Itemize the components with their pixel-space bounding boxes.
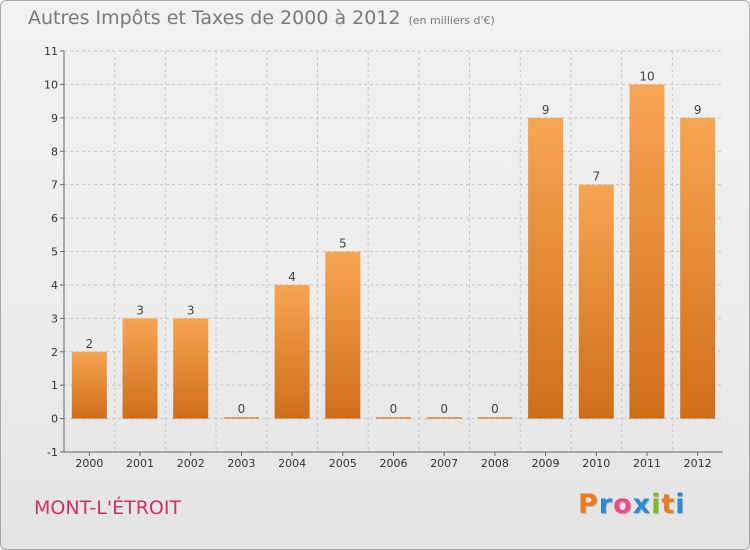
chart-title-text: Autres Impôts et Taxes de 2000 à 2012 xyxy=(28,7,401,29)
bar-2010 xyxy=(578,184,614,419)
logo-letter: i xyxy=(675,489,686,520)
grid-lines xyxy=(64,50,723,453)
x-tick-label: 2009 xyxy=(532,457,560,470)
y-tick-label: 6 xyxy=(51,212,58,225)
bar-2008 xyxy=(477,417,513,419)
logo-letter: i xyxy=(651,489,662,520)
data-label: 4 xyxy=(288,270,296,284)
bar-2003 xyxy=(223,417,259,419)
logo-letter: t xyxy=(661,489,676,520)
commune-name: MONT-L'ÉTROIT xyxy=(34,497,182,519)
bar-2002 xyxy=(173,318,209,419)
y-tick-label: 7 xyxy=(51,179,58,192)
data-label: 3 xyxy=(187,303,195,317)
data-label: 0 xyxy=(440,402,448,416)
bar-2004 xyxy=(274,284,310,419)
bar-2001 xyxy=(122,318,158,419)
x-tick-label: 2002 xyxy=(177,457,205,470)
y-tick-label: 9 xyxy=(51,112,58,125)
x-tick-label: 2008 xyxy=(481,457,509,470)
data-label: 3 xyxy=(136,303,144,317)
x-tick-label: 2006 xyxy=(380,457,408,470)
chart-subtitle: (en milliers d'€) xyxy=(408,14,495,27)
proxiti-logo: Proxiti xyxy=(578,489,686,520)
data-label: 2 xyxy=(86,337,94,351)
y-tick-label: 5 xyxy=(51,246,58,259)
data-label: 10 xyxy=(639,69,654,83)
data-label: 9 xyxy=(694,103,702,117)
data-label: 0 xyxy=(491,402,499,416)
x-tick-label: 2012 xyxy=(684,457,712,470)
y-tick-label: 0 xyxy=(51,413,58,426)
logo-letter: P xyxy=(578,489,599,520)
bar-2005 xyxy=(325,251,361,419)
data-label: 0 xyxy=(390,402,398,416)
logo-letter: o xyxy=(613,489,633,520)
x-tick-label: 2007 xyxy=(430,457,458,470)
logo-letter: x xyxy=(632,489,652,520)
x-tick-label: 2003 xyxy=(227,457,255,470)
x-tick-label: 2000 xyxy=(75,457,103,470)
y-tick-label: 1 xyxy=(51,379,58,392)
bar-2007 xyxy=(426,417,462,419)
bar-2000 xyxy=(71,351,107,419)
y-tick-label: 10 xyxy=(44,78,58,91)
chart-title: Autres Impôts et Taxes de 2000 à 2012 (en… xyxy=(28,7,495,29)
y-tick-label: 8 xyxy=(51,145,58,158)
data-label: 9 xyxy=(542,103,550,117)
data-labels: 2 3 3 0 4 5 0 0 0 9 7 10 9 xyxy=(86,69,702,416)
bar-2012 xyxy=(680,117,716,419)
y-tick-label: -1 xyxy=(47,446,58,459)
y-tick-label: 4 xyxy=(51,279,58,292)
x-tick-label: 2001 xyxy=(126,457,154,470)
x-tick-label: 2011 xyxy=(633,457,661,470)
data-label: 0 xyxy=(238,402,246,416)
y-tick-label: 2 xyxy=(51,346,58,359)
bar-2009 xyxy=(528,117,564,419)
bars xyxy=(71,84,716,419)
y-tick-label: 11 xyxy=(44,45,58,58)
bar-2006 xyxy=(376,417,411,419)
data-label: 5 xyxy=(339,237,347,251)
y-tick-label: 3 xyxy=(51,312,58,325)
x-tick-label: 2004 xyxy=(278,457,306,470)
x-tick-label: 2005 xyxy=(329,457,357,470)
logo-letter: r xyxy=(598,489,614,520)
x-tick-label: 2010 xyxy=(582,457,610,470)
bar-2011 xyxy=(629,84,665,419)
data-label: 7 xyxy=(592,170,600,184)
